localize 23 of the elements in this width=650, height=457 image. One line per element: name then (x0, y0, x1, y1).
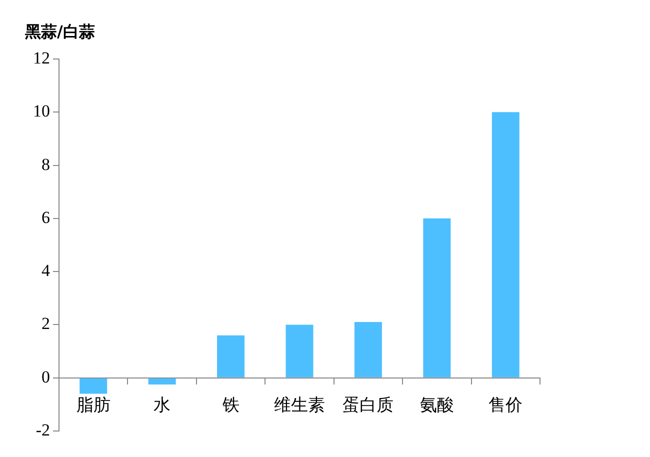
y-tick-label: 12 (33, 48, 50, 68)
bar (286, 324, 314, 378)
x-tick-label: 蛋白质 (342, 395, 394, 416)
y-tick-label: 8 (42, 154, 50, 174)
y-axis-title: 黑蒜/白蒜 (24, 22, 95, 42)
y-tick-label: 6 (42, 208, 50, 227)
bar (354, 322, 382, 378)
y-tick-label: 0 (42, 367, 50, 386)
y-tick-label: 10 (33, 102, 50, 121)
x-tick-label: 铁 (221, 395, 240, 416)
bar (423, 218, 451, 378)
x-tick-label: 氨酸 (420, 395, 454, 416)
x-tick-label: 脂肪 (76, 395, 110, 416)
bar (492, 112, 520, 378)
y-tick-label: 2 (42, 314, 50, 334)
bar (148, 378, 176, 384)
x-tick-label: 售价 (488, 395, 523, 416)
bar (80, 378, 108, 394)
y-tick-label: 4 (42, 261, 50, 280)
y-tick-label: -2 (36, 420, 50, 440)
bar (217, 335, 245, 378)
x-tick-label: 水 (154, 395, 171, 416)
x-tick-label: 维生素 (274, 395, 325, 416)
